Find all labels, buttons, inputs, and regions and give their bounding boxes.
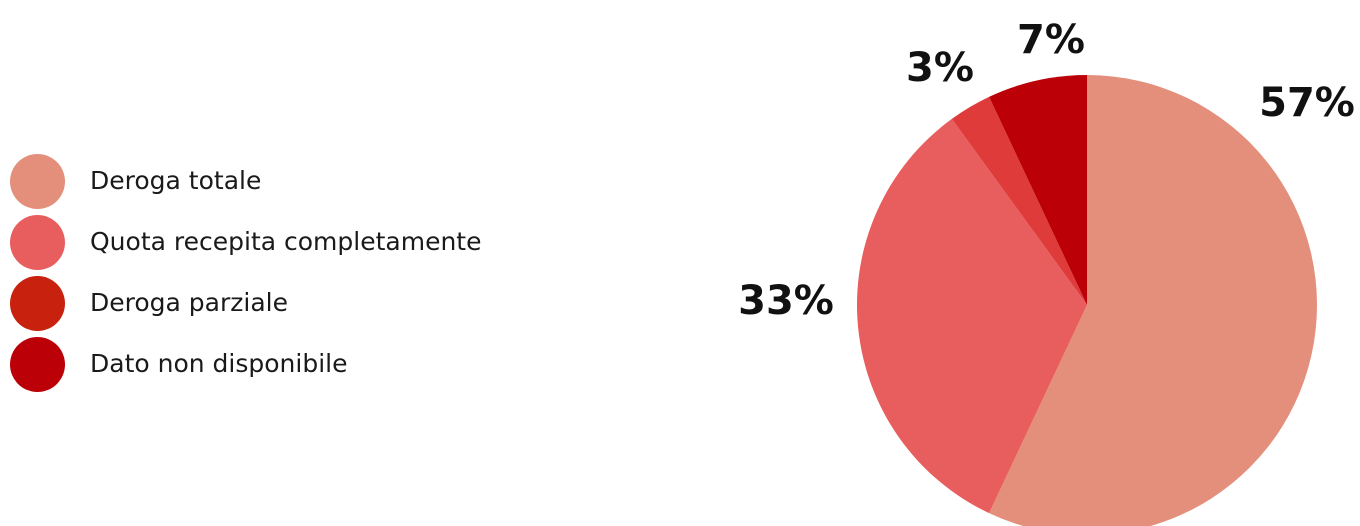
legend-swatch <box>10 215 65 270</box>
legend-item-quota-recepita: Quota recepita completamente <box>10 215 610 276</box>
chart-legend: Deroga totale Quota recepita completamen… <box>10 154 610 398</box>
slice-value-label: 3% <box>906 45 974 91</box>
legend-label: Dato non disponibile <box>90 349 348 378</box>
legend-swatch <box>10 276 65 331</box>
legend-label: Quota recepita completamente <box>90 227 482 256</box>
slice-value-label: 57% <box>1259 80 1355 126</box>
legend-label: Deroga parziale <box>90 288 288 317</box>
pie-slice-4 <box>989 75 1087 305</box>
legend-item-deroga-parziale: Deroga parziale <box>10 276 610 337</box>
pie-slice-2 <box>857 118 1087 514</box>
legend-label: Deroga totale <box>90 166 262 195</box>
legend-swatch <box>10 337 65 392</box>
legend-swatch <box>10 154 65 209</box>
pie-slice-1 <box>989 75 1317 526</box>
slice-value-label: 33% <box>738 278 834 324</box>
pie-slice-3 <box>951 96 1087 306</box>
legend-item-dato-non-disponibile: Dato non disponibile <box>10 337 610 398</box>
slice-value-label: 7% <box>1017 17 1085 63</box>
legend-item-deroga-totale: Deroga totale <box>10 154 610 215</box>
